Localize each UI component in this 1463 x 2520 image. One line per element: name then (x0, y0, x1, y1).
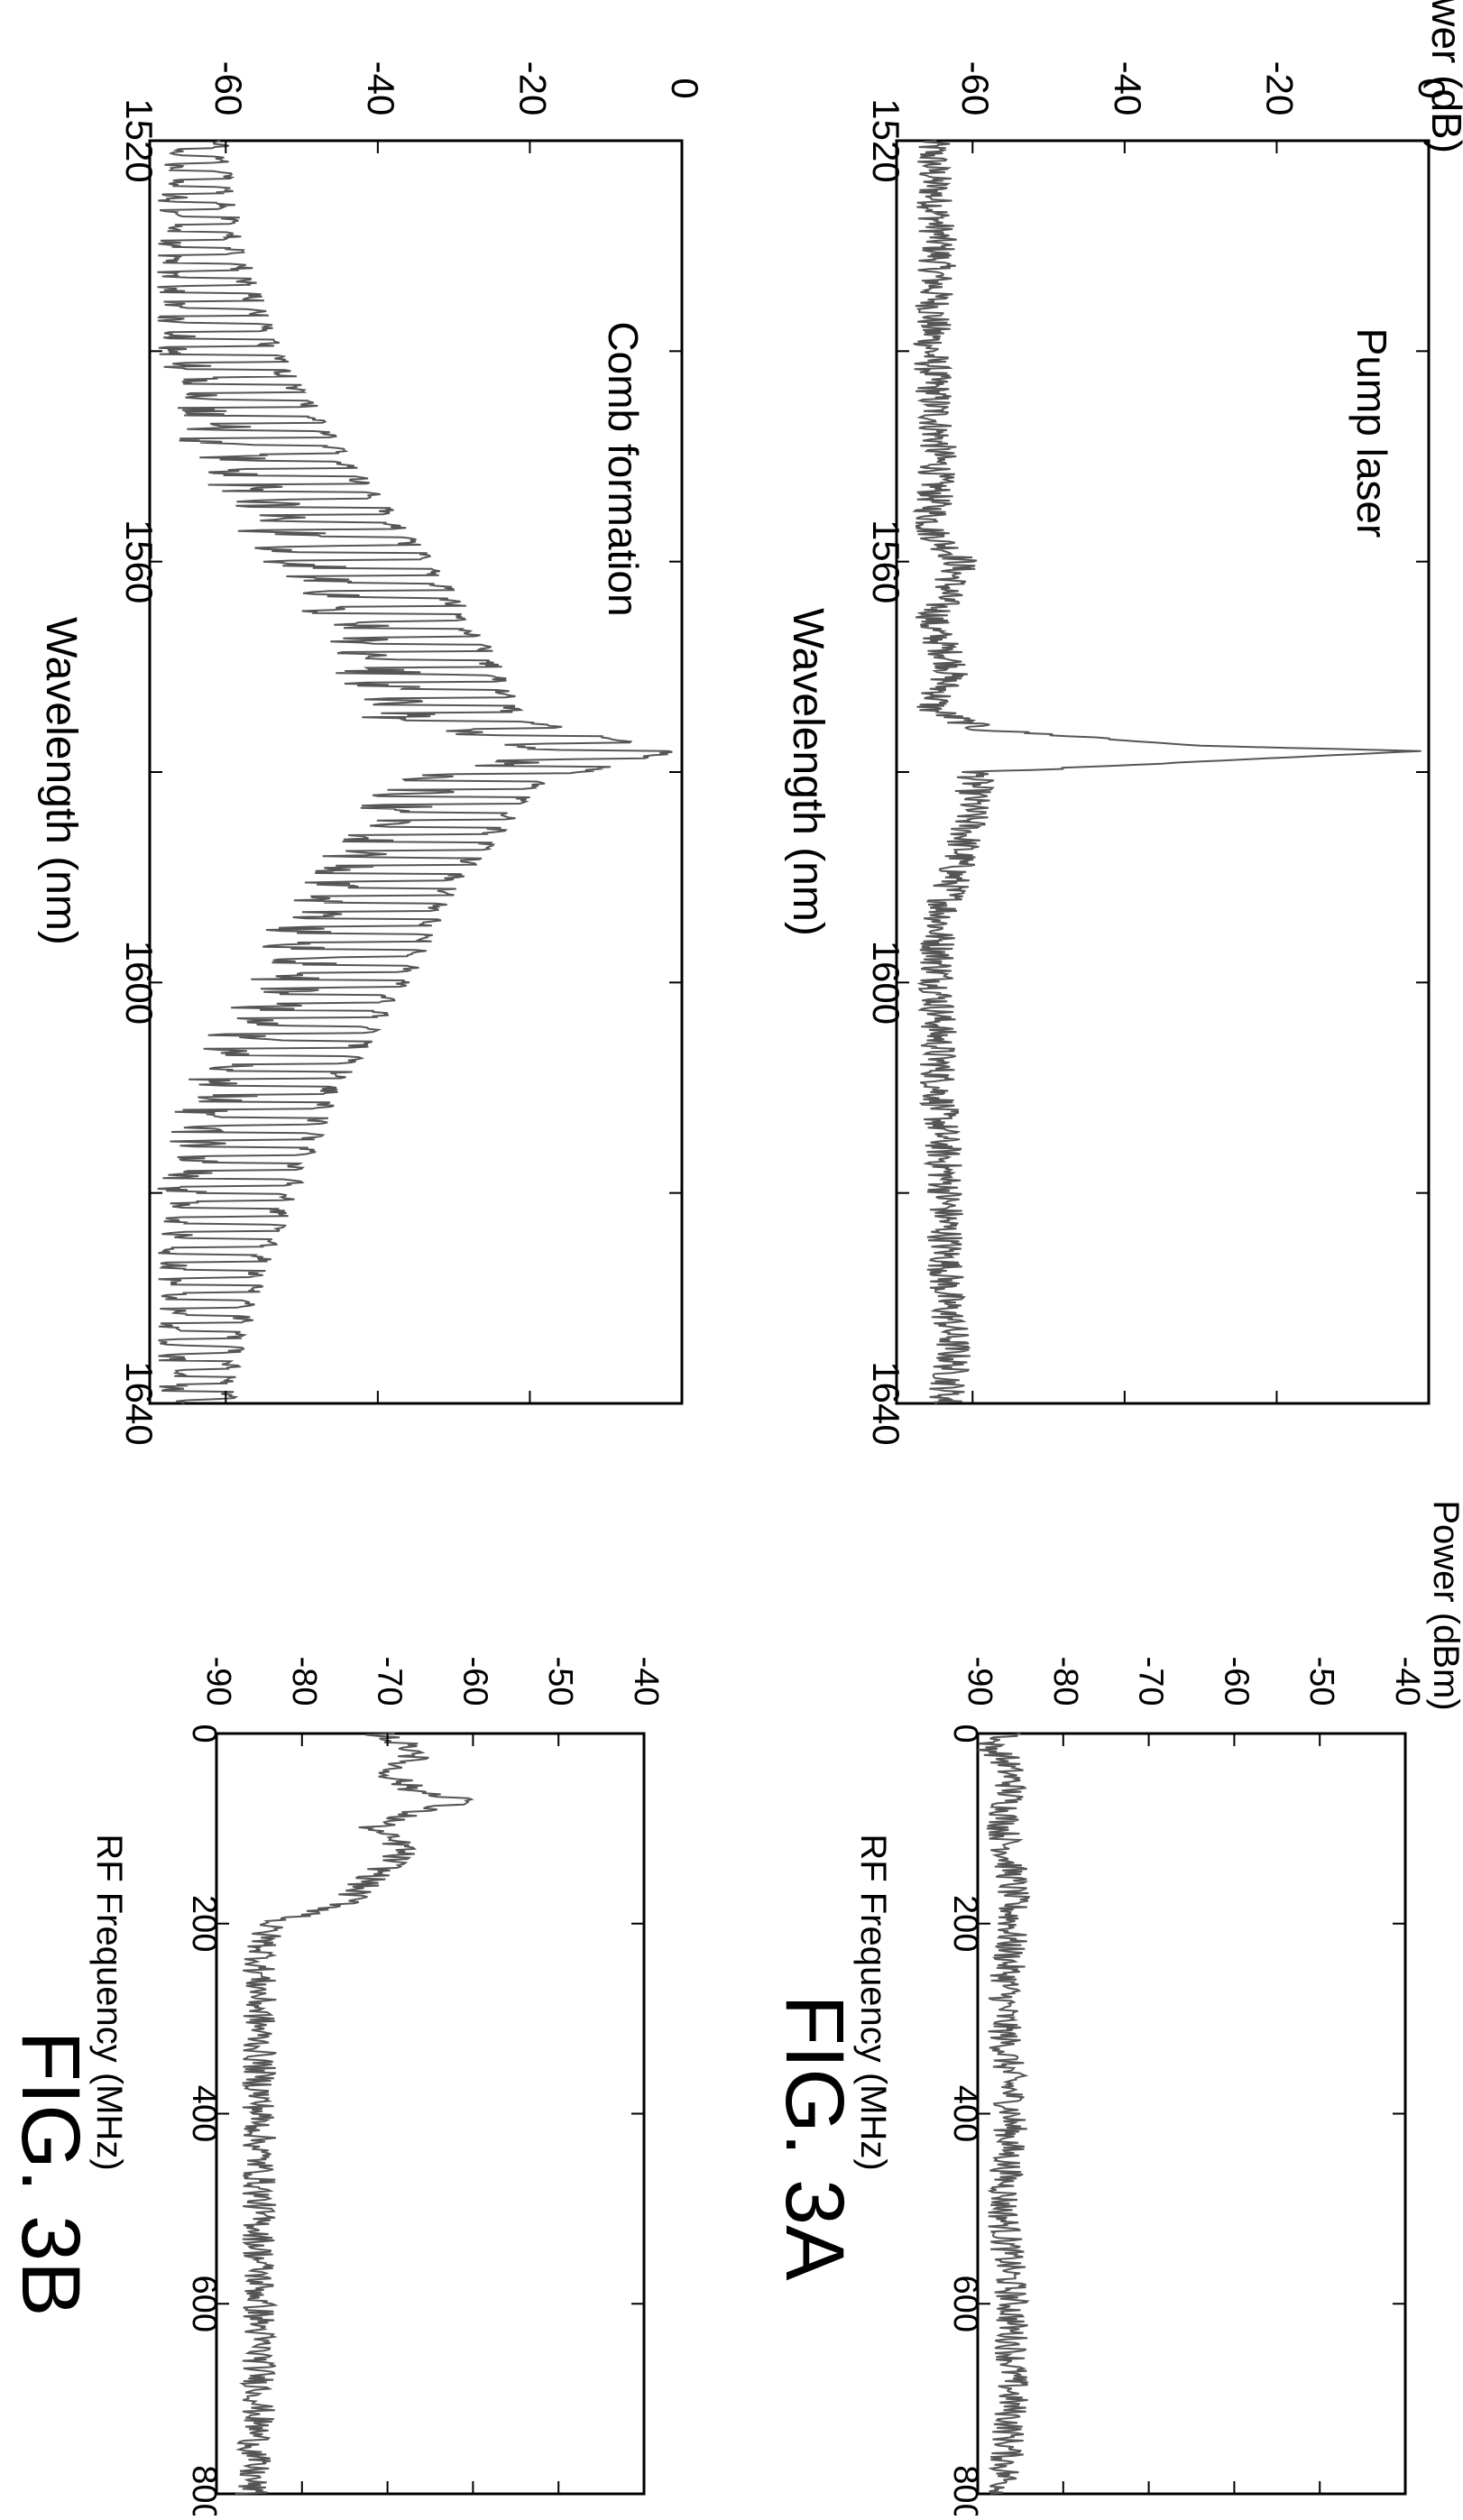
x-tick-label: 0 (946, 1724, 984, 1743)
x-tick-label: 1640 (118, 1361, 161, 1445)
3a-rf-series-line (977, 1733, 1031, 2495)
y-tick-label: -70 (371, 1657, 409, 1706)
y-tick-label: -80 (1046, 1657, 1084, 1706)
y-tick-label: -60 (455, 1657, 493, 1706)
y-tick-label: -60 (1217, 1657, 1255, 1706)
x-tick-label: 0 (185, 1724, 223, 1743)
y-tick-label: -40 (627, 1657, 665, 1706)
fig3a-label: FIG. 3A (768, 1995, 860, 2282)
y-tick-label: -50 (1302, 1657, 1340, 1706)
x-tick-label: 1520 (865, 98, 907, 182)
fig3b-optical-trace (156, 140, 673, 1404)
fig3b-rf-xlabel: RF Frequency (MHz) (89, 1834, 129, 2170)
3a-optical-series-line (912, 140, 1422, 1404)
fig3a-rf-xlabel: RF Frequency (MHz) (853, 1834, 893, 2170)
fig3a-optical-trace (912, 140, 1422, 1404)
x-tick-label: 1560 (118, 520, 161, 603)
y-tick-label: -60 (207, 61, 250, 116)
y-tick-label: -90 (961, 1657, 998, 1706)
y-tick-label: -40 (1107, 61, 1149, 116)
x-tick-label: 1560 (865, 520, 907, 603)
fig3a-optical-panel: 1520 1560 1600 1640 -60 -40 -20 0 Pump laser Po… (784, 0, 1463, 1446)
fig3b-rf-frame (215, 1732, 646, 2496)
x-tick-label: 1600 (118, 941, 161, 1025)
fig3a-optical-ticks: 1520 1560 1600 1640 -60 -40 -20 0 (865, 61, 1453, 1446)
fig3a-rf-frame (976, 1732, 1407, 2496)
y-tick-label: -60 (954, 61, 997, 116)
fig3b-optical-xlabel: Wavelength (nm) (37, 617, 85, 945)
fig3b-label: FIG. 3B (5, 2031, 97, 2317)
x-tick-label: 600 (185, 2276, 223, 2332)
y-tick-label: -20 (1258, 61, 1301, 116)
y-tick-label: -40 (1388, 1657, 1426, 1706)
y-tick-label: -90 (199, 1657, 237, 1706)
fig3a-optical-annotation: Pump laser (1348, 328, 1395, 538)
x-tick-label: 400 (185, 2085, 223, 2142)
fig3b-optical-panel: 1520 1560 1600 1640 -60 -40 -20 0 Comb formatio… (37, 61, 706, 1446)
fig3a-rf-trace (977, 1733, 1031, 2495)
fig3b-optical-ticks: 1520 1560 1600 1640 -60 -40 -20 0 (118, 61, 706, 1446)
x-tick-label: 200 (946, 1895, 984, 1952)
fig3a-rf-ylabel: Power (dBm) (1426, 1500, 1463, 1710)
x-tick-label: 200 (185, 1895, 223, 1952)
fig3a-optical-xlabel: Wavelength (nm) (784, 608, 832, 936)
fig3b-optical-annotation: Comb formation (600, 321, 647, 616)
y-tick-label: -70 (1132, 1657, 1170, 1706)
y-tick-label: -50 (541, 1657, 579, 1706)
y-tick-label: -40 (360, 61, 402, 116)
fig3b-rf-trace (235, 1733, 474, 2495)
y-tick-label: -20 (511, 61, 554, 116)
x-tick-label: 600 (946, 2276, 984, 2332)
x-tick-label: 1520 (118, 98, 161, 182)
fig3a-optical-ylabel: Power (dB) (1423, 0, 1463, 153)
3b-rf-series-line (235, 1733, 474, 2495)
y-tick-label: 0 (1411, 78, 1453, 98)
3b-optical-series-line (156, 140, 673, 1404)
x-tick-label: 1600 (865, 941, 907, 1025)
y-tick-label: -80 (285, 1657, 323, 1706)
x-tick-label: 1640 (865, 1361, 907, 1445)
x-tick-label: 400 (946, 2085, 984, 2142)
y-tick-label: 0 (664, 78, 706, 98)
